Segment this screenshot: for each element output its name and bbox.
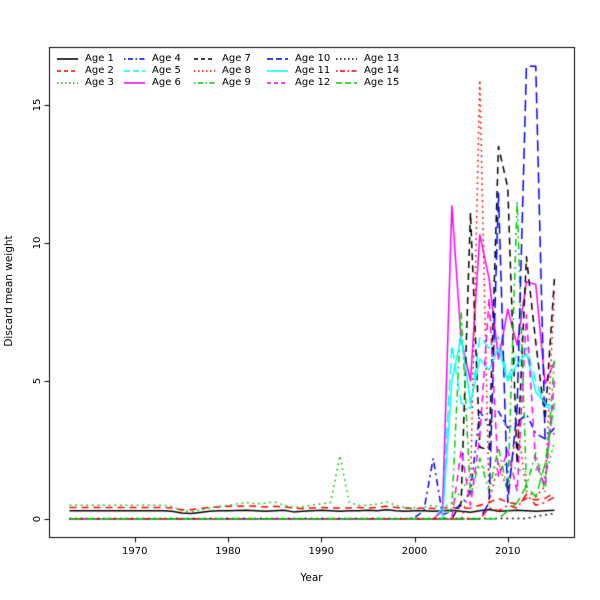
legend-item-age-10: Age 10 [266, 53, 330, 65]
legend-label: Age 13 [364, 53, 400, 64]
legend-item-age-6: Age 6 [123, 77, 181, 89]
legend-line-sample [124, 70, 145, 72]
legend-item-age-8: Age 8 [193, 65, 251, 77]
legend-item-age-13: Age 13 [335, 53, 399, 65]
legend-label: Age 15 [364, 77, 400, 88]
y-axis-label: Discard mean weight [3, 235, 15, 347]
legend-item-age-5: Age 5 [123, 65, 181, 77]
legend-item-age-12: Age 12 [266, 77, 330, 89]
x-tick-label-2010: 2010 [495, 546, 521, 557]
legend-item-age-3: Age 3 [56, 77, 114, 89]
legend-line-sample [267, 70, 288, 72]
legend-item-age-14: Age 14 [335, 65, 399, 77]
legend-label: Age 7 [222, 53, 251, 64]
legend-item-age-2: Age 2 [56, 65, 114, 77]
legend-label: Age 2 [85, 65, 114, 76]
x-tick-label-2000: 2000 [401, 546, 428, 557]
legend-line-sample [336, 70, 357, 72]
legend-item-age-15: Age 15 [335, 77, 399, 89]
legend-line-sample [267, 58, 288, 60]
x-tick-label-1980: 1980 [215, 546, 241, 557]
x-tick-label-1970: 1970 [122, 546, 148, 557]
legend-label: Age 12 [295, 77, 331, 88]
legend-label: Age 11 [295, 65, 331, 76]
legend-line-sample [194, 58, 215, 60]
legend-line-sample [57, 58, 78, 60]
legend-label: Age 5 [152, 65, 181, 76]
legend-item-age-9: Age 9 [193, 77, 251, 89]
legend-line-sample [124, 58, 145, 60]
y-tick-label-10: 10 [32, 236, 43, 250]
legend-line-sample [267, 82, 288, 84]
legend-label: Age 4 [152, 53, 181, 64]
legend-item-age-7: Age 7 [193, 53, 251, 65]
legend-item-age-4: Age 4 [123, 53, 181, 65]
legend-line-sample [194, 70, 215, 72]
y-tick-label-15: 15 [32, 98, 43, 112]
y-tick-label-5: 5 [32, 377, 43, 385]
legend-line-sample [336, 58, 357, 60]
x-tick-label-1990: 1990 [308, 546, 334, 557]
y-tick-label-0: 0 [32, 515, 43, 523]
x-axis-label: Year [300, 572, 323, 584]
legend-line-sample [194, 82, 215, 84]
legend-label: Age 3 [85, 77, 114, 88]
legend-line-sample [336, 82, 357, 84]
legend-item-age-11: Age 11 [266, 65, 330, 77]
legend-label: Age 9 [222, 77, 251, 88]
legend-label: Age 14 [364, 65, 400, 76]
legend-line-sample [57, 82, 78, 84]
legend-label: Age 10 [295, 53, 331, 64]
legend: Age 1 Age 2 Age 3 Age 4 Age 5 Age 6 Age 7 Age 8… [56, 53, 416, 93]
legend-label: Age 8 [222, 65, 251, 76]
legend-label: Age 6 [152, 77, 181, 88]
legend-line-sample [57, 70, 78, 72]
legend-line-sample [124, 82, 145, 84]
legend-item-age-1: Age 1 [56, 53, 114, 65]
legend-label: Age 1 [85, 53, 114, 64]
